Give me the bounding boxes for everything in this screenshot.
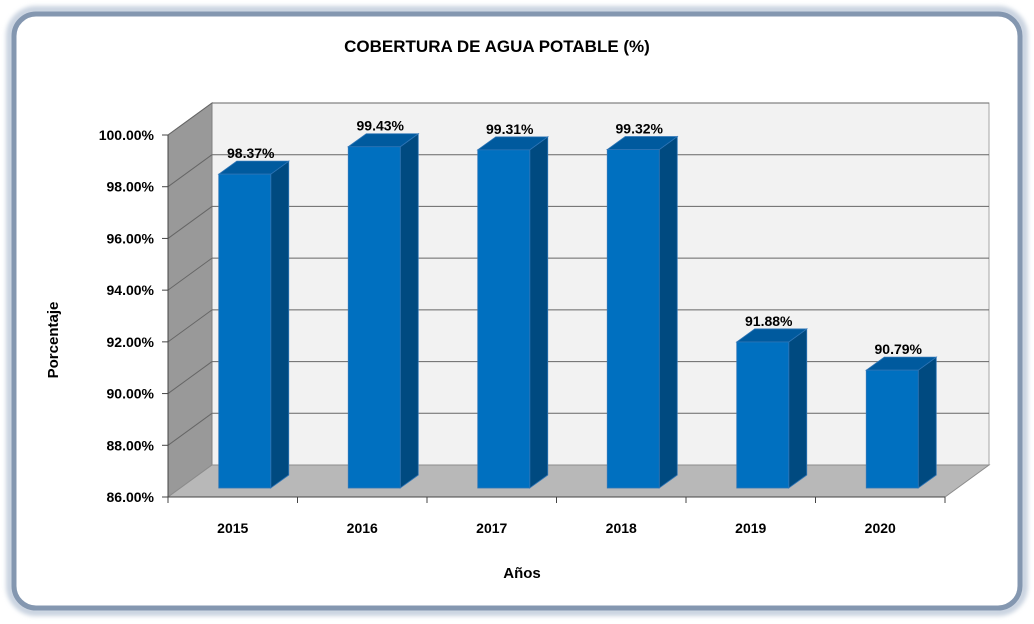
gridline-side (167, 206, 213, 239)
bar-side (917, 356, 937, 489)
plot-background (166, 102, 991, 498)
floor (166, 464, 991, 498)
gridline-side (167, 154, 213, 188)
bar-side (788, 328, 808, 489)
y-axis: 86.00% 88.00% 90.00% 92.00% 94.00% 96.00% 98.0… (99, 127, 169, 505)
bar-front (736, 341, 790, 489)
bar-front (477, 149, 531, 489)
x-tick-label: 2020 (865, 520, 896, 536)
bar (606, 135, 679, 489)
y-tick-label: 92.00% (107, 334, 155, 350)
x-tick-label: 2017 (476, 520, 507, 536)
y-tick-label: 98.00% (107, 179, 155, 195)
bar (735, 328, 808, 489)
gridline-side (167, 412, 213, 446)
x-tick-label: 2016 (347, 520, 378, 536)
y-tick-label: 94.00% (107, 282, 155, 298)
data-label: 99.31% (486, 121, 534, 137)
bar-side (399, 132, 419, 489)
bar-side (529, 136, 549, 489)
bar (865, 356, 938, 489)
data-labels: 98.37% 99.43% 99.31% 99.32% 91.88% 90.79% (227, 118, 923, 357)
x-tick-label: 2015 (217, 520, 248, 536)
x-axis: 2015 2016 2017 2018 2019 2020 (167, 496, 946, 536)
data-label: 98.37% (227, 145, 275, 161)
x-tick-label: 2019 (735, 520, 766, 536)
y-tick-label: 86.00% (107, 489, 155, 505)
data-label: 90.79% (875, 341, 923, 357)
y-axis-title: Porcentaje (45, 302, 62, 379)
data-label: 99.32% (616, 121, 664, 137)
bars (217, 132, 938, 489)
bar-front (347, 146, 401, 489)
y-tick-label: 96.00% (107, 230, 155, 246)
x-tick-label: 2018 (606, 520, 637, 536)
bar (476, 136, 549, 489)
y-tick-label: 88.00% (107, 437, 155, 453)
bar-front (218, 173, 272, 489)
bar-side (270, 160, 290, 489)
chart-title: COBERTURA DE AGUA POTABLE (%) (344, 37, 650, 56)
data-label: 99.43% (357, 118, 405, 134)
x-axis-title: Años (503, 565, 541, 582)
gridline-side (167, 309, 213, 343)
frame-glow (6, 6, 1028, 616)
bar (217, 160, 290, 489)
y-tick-label: 90.00% (107, 386, 155, 402)
gridline-side (167, 102, 213, 136)
bar-side (658, 135, 678, 489)
bar-front (865, 369, 919, 489)
gridline-side (167, 361, 213, 394)
data-label: 91.88% (745, 313, 793, 329)
bar-front (606, 149, 660, 489)
y-tick-label: 100.00% (99, 127, 155, 143)
bar (347, 132, 420, 489)
gridline-side (167, 257, 213, 291)
side-wall (167, 102, 213, 498)
gridlines (167, 102, 989, 446)
